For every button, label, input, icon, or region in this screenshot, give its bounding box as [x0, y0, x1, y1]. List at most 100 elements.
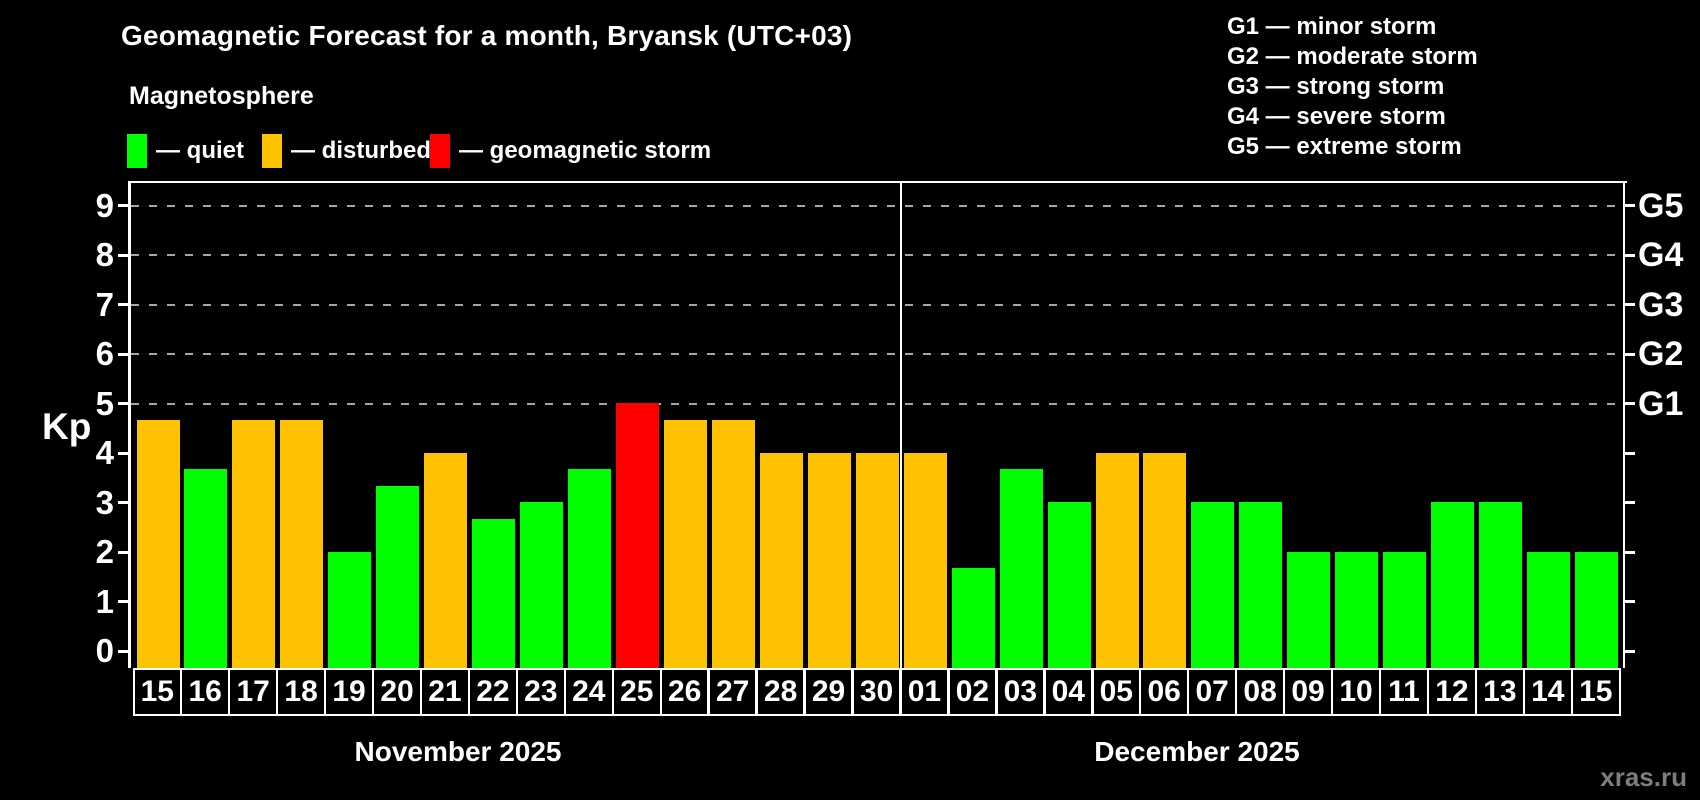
y-tick-3 — [118, 501, 128, 504]
kp-bar-december-05 — [1095, 452, 1139, 668]
kp-axis-label: Kp — [42, 406, 92, 447]
y-tick-right-8 — [1625, 253, 1635, 257]
kp-bar-november-27 — [711, 419, 755, 668]
y-tick-2 — [118, 550, 128, 554]
kp-bar-november-24 — [568, 469, 612, 668]
day-label-15: 15 — [1571, 668, 1621, 716]
y-tick-label-7: 7 — [95, 285, 114, 323]
kp-bar-december-04 — [1047, 502, 1091, 668]
day-label-27: 27 — [707, 668, 758, 716]
month-label-1: December 2025 — [1094, 736, 1300, 767]
storm-scale-legend: G1 — minor storm G2 — moderate storm G3 — … — [1227, 12, 1478, 162]
kp-bar-december-02 — [951, 568, 995, 668]
y-tick-label-4: 4 — [95, 434, 114, 471]
y-tick-6 — [118, 352, 128, 356]
kp-bar-november-17 — [232, 419, 276, 668]
kp-bar-november-30 — [855, 452, 899, 668]
month-label-0: November 2025 — [354, 736, 562, 767]
day-label-16: 16 — [180, 668, 230, 716]
y-tick-1 — [118, 600, 128, 603]
kp-bar-november-22 — [472, 518, 516, 668]
kp-bar-november-23 — [520, 502, 564, 668]
day-label-29: 29 — [803, 668, 854, 716]
gridline-kp-9 — [131, 204, 1623, 207]
kp-bar-december-12 — [1431, 502, 1475, 668]
day-label-30: 30 — [851, 668, 902, 716]
y-tick-5 — [118, 402, 128, 405]
kp-bar-december-07 — [1191, 502, 1235, 668]
day-label-09: 09 — [1283, 668, 1333, 716]
y-axis-right — [1623, 181, 1625, 668]
y-tick-label-6: 6 — [95, 335, 114, 372]
y-tick-right-5 — [1625, 402, 1635, 405]
y-tick-label-3: 3 — [95, 483, 114, 521]
legend-item-storm: — geomagnetic storm — [430, 133, 711, 169]
day-label-25: 25 — [612, 668, 662, 716]
disturbed-swatch — [262, 134, 282, 168]
y-tick-right-9 — [1625, 204, 1635, 207]
kp-bar-november-28 — [759, 452, 803, 668]
gridline-kp-5 — [131, 402, 1623, 405]
kp-bar-november-19 — [328, 551, 372, 668]
kp-bar-november-20 — [376, 485, 420, 668]
day-label-19: 19 — [324, 668, 374, 716]
day-label-20: 20 — [372, 668, 422, 716]
kp-bar-december-15 — [1575, 551, 1618, 668]
right-axis-label-G1: G1 — [1638, 384, 1684, 423]
y-tick-right-6 — [1625, 352, 1635, 356]
y-axis-left — [128, 183, 131, 668]
kp-bar-november-21 — [424, 452, 468, 668]
day-label-05: 05 — [1091, 668, 1141, 716]
chart-title: Geomagnetic Forecast for a month, Bryans… — [121, 20, 853, 51]
day-label-10: 10 — [1331, 668, 1381, 716]
day-label-21: 21 — [420, 668, 470, 716]
storm-scale-line-4: G4 — severe storm — [1227, 103, 1446, 130]
kp-bar-december-08 — [1239, 502, 1283, 668]
kp-bar-december-10 — [1335, 551, 1379, 668]
day-label-24: 24 — [564, 668, 614, 716]
day-label-03: 03 — [995, 668, 1046, 716]
kp-bar-november-26 — [663, 419, 707, 668]
gridline-kp-6 — [131, 353, 1623, 355]
y-tick-right-0 — [1625, 649, 1635, 653]
legend-item-quiet: — quiet — [127, 133, 244, 169]
y-tick-right-3 — [1625, 501, 1635, 504]
legend-label-storm: — geomagnetic storm — [459, 137, 712, 164]
legend-label-quiet: — quiet — [156, 137, 244, 164]
day-label-12: 12 — [1427, 668, 1477, 716]
day-label-08: 08 — [1235, 668, 1285, 716]
kp-bar-december-11 — [1383, 551, 1427, 668]
storm-scale-line-1: G1 — minor storm — [1227, 13, 1437, 40]
gridline-kp-8 — [131, 254, 1623, 256]
y-tick-label-1: 1 — [95, 582, 114, 620]
day-label-23: 23 — [516, 668, 566, 716]
y-tick-label-9: 9 — [95, 186, 114, 224]
day-label-01: 01 — [899, 668, 950, 716]
day-label-13: 13 — [1475, 668, 1525, 716]
y-tick-right-7 — [1625, 303, 1635, 306]
kp-bar-december-06 — [1143, 452, 1187, 668]
day-label-04: 04 — [1043, 668, 1094, 716]
y-tick-7 — [118, 303, 128, 306]
y-tick-label-0: 0 — [95, 632, 114, 669]
kp-bar-december-13 — [1479, 502, 1523, 668]
storm-scale-line-3: G3 — strong storm — [1227, 73, 1445, 100]
y-tick-0 — [118, 649, 128, 653]
day-label-17: 17 — [228, 668, 278, 716]
legend-item-disturbed: — disturbed — [262, 133, 431, 169]
day-label-28: 28 — [755, 668, 806, 716]
plot-top-border — [128, 181, 1627, 183]
right-axis-label-G4: G4 — [1638, 236, 1684, 274]
day-label-15: 15 — [132, 668, 182, 716]
watermark: xras.ru — [1600, 762, 1687, 792]
y-tick-label-8: 8 — [95, 236, 114, 273]
kp-bar-november-15 — [136, 419, 180, 668]
kp-bar-november-29 — [807, 452, 851, 668]
kp-bar-december-09 — [1287, 551, 1331, 668]
y-tick-label-2: 2 — [95, 533, 114, 570]
storm-scale-line-2: G2 — moderate storm — [1227, 43, 1478, 70]
day-label-26: 26 — [659, 668, 710, 716]
day-label-11: 11 — [1379, 668, 1429, 716]
kp-bar-november-25 — [616, 403, 659, 668]
